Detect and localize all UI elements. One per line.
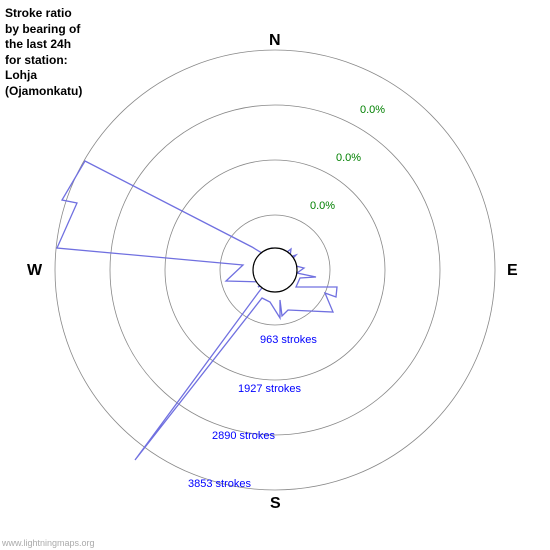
attribution: www.lightningmaps.org xyxy=(2,538,95,548)
polar-chart xyxy=(0,0,550,550)
chart-title: Stroke ratio by bearing of the last 24h … xyxy=(5,6,82,100)
percent-label-3: 0.0% xyxy=(310,200,335,212)
compass-e: E xyxy=(507,262,518,280)
stroke-label-4: 3853 strokes xyxy=(188,478,251,490)
stroke-label-3: 2890 strokes xyxy=(212,430,275,442)
compass-w: W xyxy=(27,262,42,280)
percent-label-1: 0.0% xyxy=(360,104,385,116)
percent-label-2: 0.0% xyxy=(336,152,361,164)
stroke-label-1: 963 strokes xyxy=(260,334,317,346)
compass-n: N xyxy=(269,32,281,50)
inner-circle xyxy=(253,248,297,292)
compass-s: S xyxy=(270,495,281,513)
stroke-label-2: 1927 strokes xyxy=(238,383,301,395)
